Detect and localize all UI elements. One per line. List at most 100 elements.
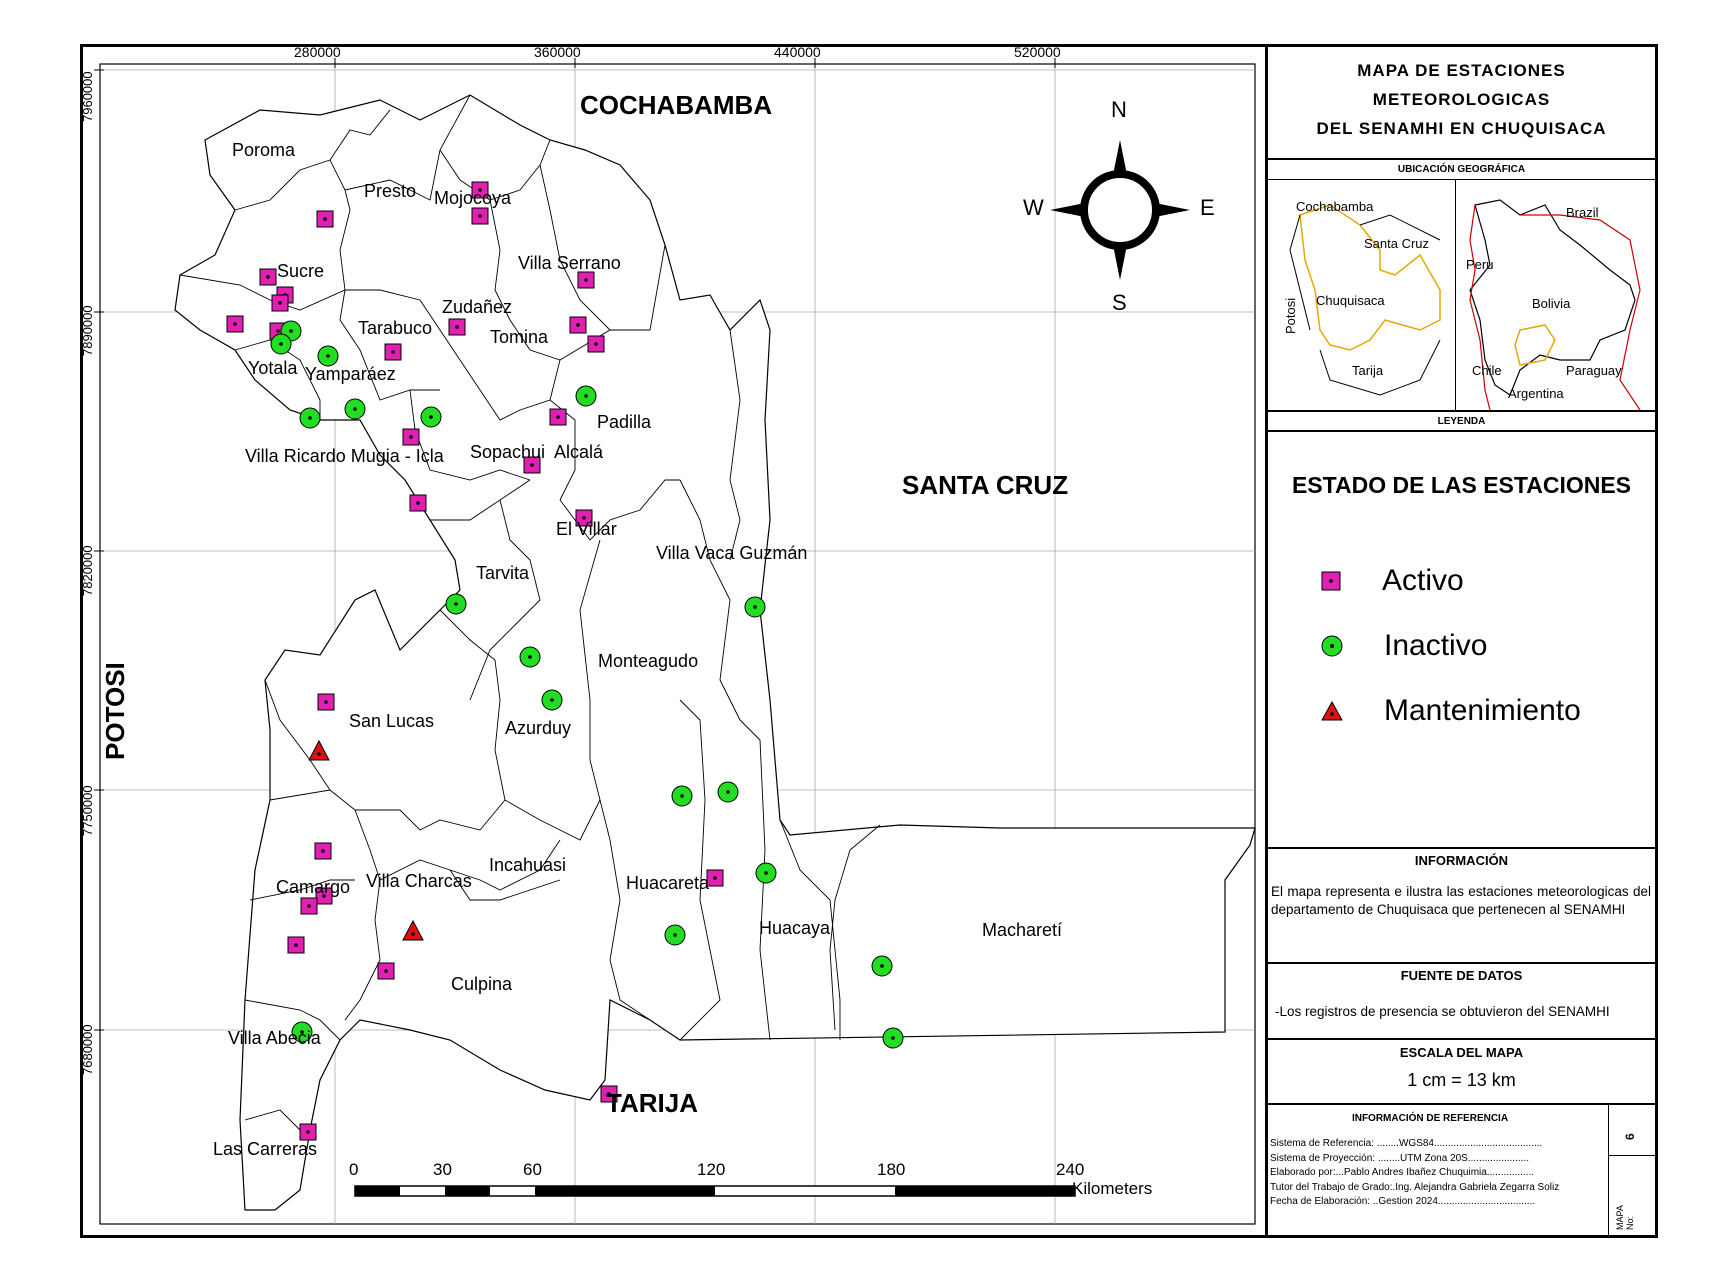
muni-label: Tarvita	[476, 563, 530, 583]
mapa-no-divider	[1608, 1155, 1658, 1156]
station-activo	[287, 936, 305, 954]
ref-line: Tutor del Trabajo de Grado:.Ing. Alejand…	[1270, 1181, 1560, 1193]
muni-label: Incahuasi	[489, 855, 567, 875]
muni-label: Las Carreras	[213, 1139, 318, 1159]
muni-label: Poroma	[232, 140, 296, 160]
municipal-boundaries	[179, 94, 881, 1131]
fuente-section: FUENTE DE DATOS	[1265, 962, 1658, 1042]
muni-label: Padilla	[597, 412, 652, 432]
legend-item-mantenimiento: Mantenimiento	[1320, 694, 1581, 728]
inset-label-cochabamba: Cochabamba	[1296, 199, 1374, 214]
legend-item-inactivo: Inactivo	[1320, 629, 1487, 663]
station-activo	[587, 335, 605, 353]
x-tick-440000: 440000	[774, 44, 821, 60]
muni-label: Mojocoya	[434, 188, 512, 208]
side-panel	[1265, 44, 1268, 1238]
inset-label-santacruz: Santa Cruz	[1364, 236, 1430, 251]
scale-label-240: 240	[1056, 1160, 1085, 1179]
inset-label-peru: Peru	[1466, 257, 1494, 272]
title-line: MAPA DE ESTACIONES	[1357, 61, 1566, 80]
escala-text: 1 cm = 13 km	[1407, 1070, 1516, 1090]
scale-label-180: 180	[877, 1160, 906, 1179]
muni-label: Tarabuco	[358, 318, 433, 338]
station-activo	[569, 316, 587, 334]
scale-label-60: 60	[523, 1160, 542, 1179]
legend-label: Activo	[1382, 564, 1464, 597]
scale-label-30: 30	[433, 1160, 452, 1179]
muni-label: Yamparáez	[305, 364, 396, 384]
ubicacion-title: UBICACIÓN GEOGRÁFICA	[1397, 164, 1526, 175]
y-tick-7960000: 7960000	[80, 71, 95, 122]
muni-label: Culpina	[451, 974, 513, 994]
inset-label-argentina: Argentina	[1508, 386, 1564, 401]
station-activo	[471, 181, 489, 199]
station-inactivo	[420, 406, 442, 428]
scale-label-0: 0	[349, 1160, 359, 1179]
label-cochabamba: COCHABAMBA	[580, 90, 773, 120]
fuente-title: FUENTE DE DATOS	[1400, 968, 1523, 983]
station-activo	[259, 268, 277, 286]
station-activo	[314, 842, 332, 860]
station-inactivo	[755, 862, 777, 884]
station-activo	[226, 315, 244, 333]
muni-label: Villa Serrano	[518, 253, 621, 273]
station-activo	[402, 428, 420, 446]
compass-w: W	[1023, 195, 1044, 220]
muni-label: Alcalá	[554, 442, 604, 462]
muni-label: Azurduy	[505, 718, 572, 738]
y-tick-7680000: 7680000	[80, 1024, 95, 1075]
ref-line: Sistema de Referencia: ........WGS84....…	[1270, 1138, 1543, 1149]
ref-line: Fecha de Elaboración: ..Gestion 2024....…	[1270, 1196, 1536, 1207]
muni-label: Villa Abecia	[228, 1028, 321, 1048]
inset-label-chuquisaca: Chuquisaca	[1316, 293, 1385, 308]
y-tick-7750000: 7750000	[80, 785, 95, 836]
muni-label: Macharetí	[982, 920, 1063, 940]
scale-bar	[354, 1185, 1076, 1197]
station-activo	[316, 210, 334, 228]
station-activo	[577, 271, 595, 289]
fuente-text: -Los registros de presencia se obtuviero…	[1275, 1004, 1610, 1019]
muni-label: Zudañez	[442, 297, 513, 317]
informacion-section: INFORMACIÓN	[1265, 847, 1658, 967]
inset-label-brazil: Brazil	[1566, 205, 1599, 220]
escala-title: ESCALA DEL MAPA	[1399, 1045, 1524, 1060]
map-frame	[80, 44, 1658, 1238]
legend-label: Mantenimiento	[1384, 694, 1581, 727]
station-activo	[409, 494, 427, 512]
station-activo	[377, 962, 395, 980]
ubicacion-header: UBICACIÓN GEOGRÁFICA	[1265, 158, 1658, 180]
station-inactivo	[519, 646, 541, 668]
station-inactivo	[671, 785, 693, 807]
informacion-text: El mapa representa e ilustra las estacio…	[1271, 884, 1651, 917]
compass-e: E	[1200, 195, 1215, 220]
inset-label-potosi: Potosi	[1283, 297, 1298, 334]
y-tick-7820000: 7820000	[80, 545, 95, 596]
inset-label-paraguay: Paraguay	[1566, 363, 1622, 378]
informacion-title: INFORMACIÓN	[1414, 853, 1509, 868]
muni-label: Villa Vaca Guzmán	[656, 543, 808, 563]
referencia-title: INFORMACIÓN DE REFERENCIA	[1351, 1113, 1509, 1124]
station-activo	[300, 897, 318, 915]
y-tick-7890000: 7890000	[80, 305, 95, 356]
ticks	[94, 58, 1056, 1031]
legend-item-activo: Activo	[1320, 564, 1464, 598]
referencia-divider	[1608, 1103, 1609, 1238]
label-tarija: TARIJA	[606, 1088, 698, 1118]
station-inactivo	[717, 781, 739, 803]
scale-label-120: 120	[697, 1160, 726, 1179]
inset-label-bolivia: Bolivia	[1532, 296, 1571, 311]
leyenda-title: LEYENDA	[1437, 416, 1486, 427]
referencia-lines: Sistema de Referencia: ........WGS84....…	[1270, 1137, 1606, 1210]
title-line: DEL SENAMHI EN CHUQUISACA	[1316, 119, 1607, 138]
station-inactivo	[882, 1027, 904, 1049]
station-inactivo	[575, 385, 597, 407]
ref-line: Elaborado por:...Pablo Andres Ibañez Chu…	[1270, 1167, 1535, 1178]
muni-label: Camargo	[276, 877, 351, 897]
muni-label: Presto	[364, 181, 417, 201]
inset-divider	[1455, 180, 1456, 410]
station-activo	[549, 408, 567, 426]
muni-label: Sopachui	[470, 442, 546, 462]
compass-rose	[1050, 140, 1190, 280]
label-potosi: POTOSI	[100, 662, 130, 760]
